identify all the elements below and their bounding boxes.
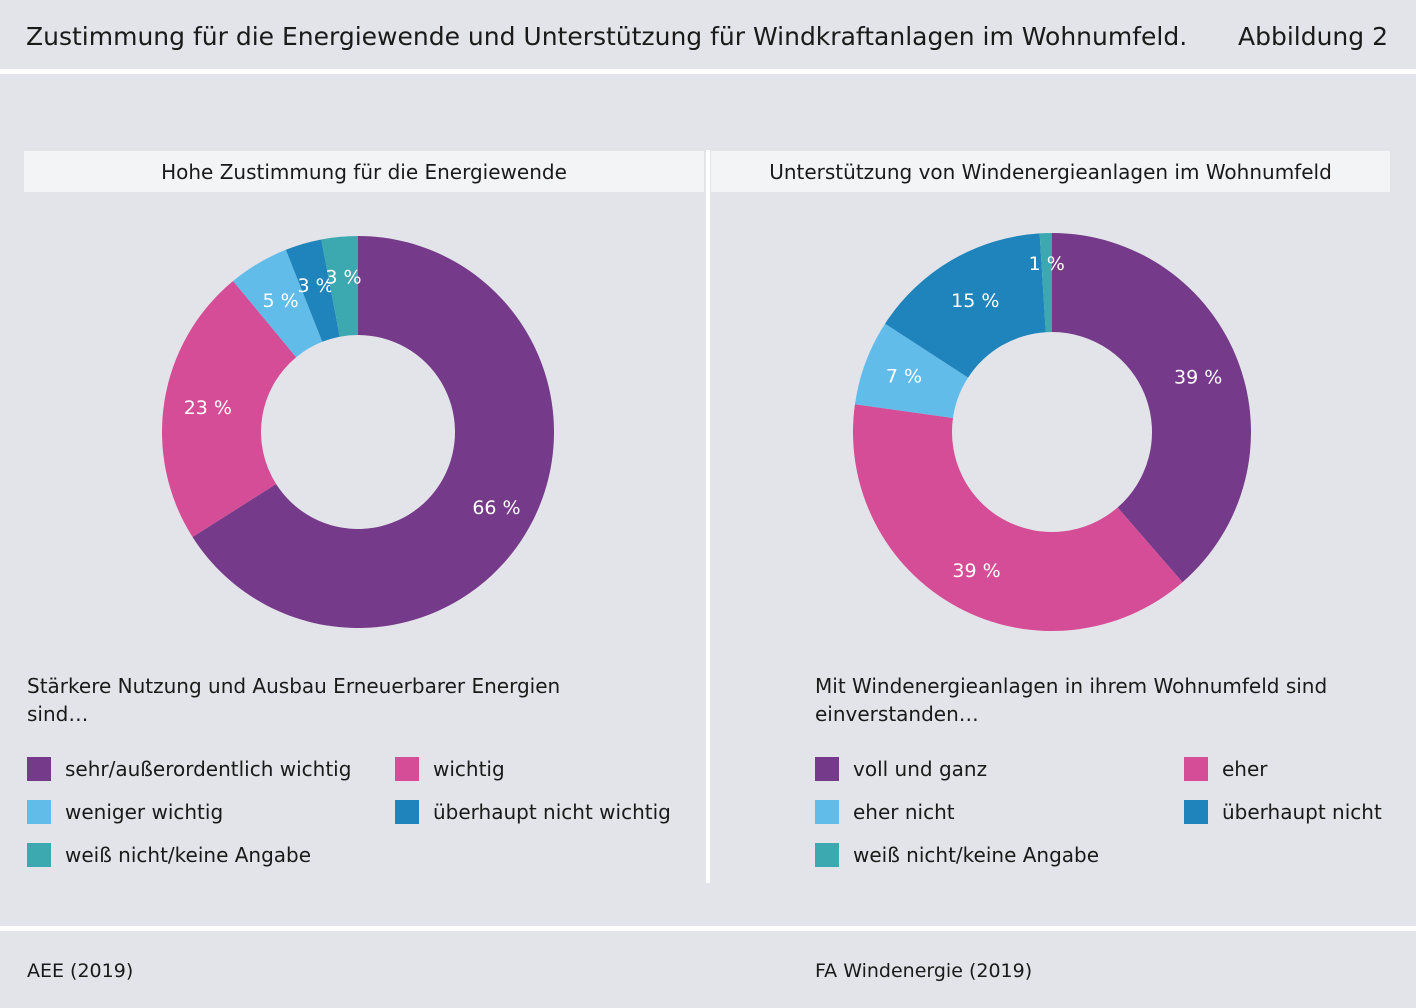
left-legend-item: überhaupt nicht wichtig xyxy=(395,799,671,825)
left-legend-label: weiß nicht/keine Angabe xyxy=(65,843,312,867)
right-slice-4 xyxy=(885,233,1046,378)
left-slice-label-4: 3 % xyxy=(297,275,333,297)
left-legend-label: weniger wichtig xyxy=(65,800,224,824)
left-legend-swatch xyxy=(27,800,51,824)
right-slice-5 xyxy=(1039,233,1052,333)
left-legend-swatch xyxy=(27,757,51,781)
right-legend-label: voll und ganz xyxy=(853,757,988,781)
right-chart-question: Mit Windenergieanlagen in ihrem Wohnumfe… xyxy=(815,674,1328,726)
left-legend-item: wichtig xyxy=(395,756,505,782)
right-legend-swatch xyxy=(1184,800,1208,824)
left-source: AEE (2019) xyxy=(27,960,134,982)
left-legend-label: überhaupt nicht wichtig xyxy=(433,800,671,824)
left-slice-label-3: 5 % xyxy=(263,290,299,312)
right-slice-label-1: 39 % xyxy=(1174,366,1222,388)
left-legend-swatch xyxy=(395,800,419,824)
left-legend-item: sehr/außerordentlich wichtig xyxy=(27,756,351,782)
left-legend-item: weniger wichtig xyxy=(27,799,223,825)
left-legend-item: weiß nicht/keine Angabe xyxy=(27,842,311,868)
right-legend-item: weiß nicht/keine Angabe xyxy=(815,842,1099,868)
figure-label: Abbildung 2 xyxy=(1237,22,1388,51)
left-legend-label: sehr/außerordentlich wichtig xyxy=(65,757,352,781)
header-rule xyxy=(0,69,1416,74)
panel-divider xyxy=(706,150,710,883)
right-slice-1 xyxy=(1052,233,1251,583)
left-legend-swatch xyxy=(27,843,51,867)
right-panel-heading: Unterstützung von Windenergieanlagen im … xyxy=(711,151,1390,192)
right-slice-label-2: 39 % xyxy=(952,560,1000,582)
right-slice-3 xyxy=(854,323,969,419)
left-slice-4 xyxy=(285,239,340,342)
right-legend-swatch xyxy=(815,843,839,867)
left-slice-5 xyxy=(321,236,358,337)
right-legend-label: überhaupt nicht xyxy=(1222,800,1382,824)
left-slice-label-2: 23 % xyxy=(184,397,232,419)
right-source: FA Windenergie (2019) xyxy=(815,960,1033,982)
right-slice-2 xyxy=(852,404,1183,631)
right-donut-chart: 39 % 39 % 7 % 15 % 1 % xyxy=(852,233,1251,631)
right-legend-label: eher nicht xyxy=(853,800,955,824)
left-slice-label-1: 66 % xyxy=(472,497,520,519)
right-slice-label-4: 15 % xyxy=(951,290,999,312)
left-slice-label-5: 3 % xyxy=(325,267,361,289)
left-legend-label: wichtig xyxy=(433,757,505,781)
right-legend-item: überhaupt nicht xyxy=(1184,799,1382,825)
figure-header: Zustimmung für die Energiewende und Unte… xyxy=(0,0,1416,70)
right-legend-item: eher nicht xyxy=(815,799,955,825)
left-legend-swatch xyxy=(395,757,419,781)
right-slice-label-3: 7 % xyxy=(886,366,922,388)
left-panel-heading: Hohe Zustimmung für die Energiewende xyxy=(24,151,704,192)
right-legend-swatch xyxy=(815,800,839,824)
right-legend-item: eher xyxy=(1184,756,1268,782)
right-legend-label: eher xyxy=(1222,757,1268,781)
left-donut-chart: 66 %23 %5 %3 %3 % xyxy=(162,236,555,628)
right-slice-label-5: 1 % xyxy=(1029,253,1065,275)
left-slice-1 xyxy=(192,236,555,628)
right-legend-swatch xyxy=(1184,757,1208,781)
left-slice-2 xyxy=(162,280,297,538)
right-legend-item: voll und ganz xyxy=(815,756,987,782)
left-chart-question: Stärkere Nutzung und Ausbau Erneuerbarer… xyxy=(27,674,561,726)
figure-title: Zustimmung für die Energiewende und Unte… xyxy=(26,22,1188,51)
right-legend-swatch xyxy=(815,757,839,781)
footer-rule xyxy=(0,926,1416,931)
right-legend-label: weiß nicht/keine Angabe xyxy=(853,843,1100,867)
left-slice-3 xyxy=(233,249,323,358)
